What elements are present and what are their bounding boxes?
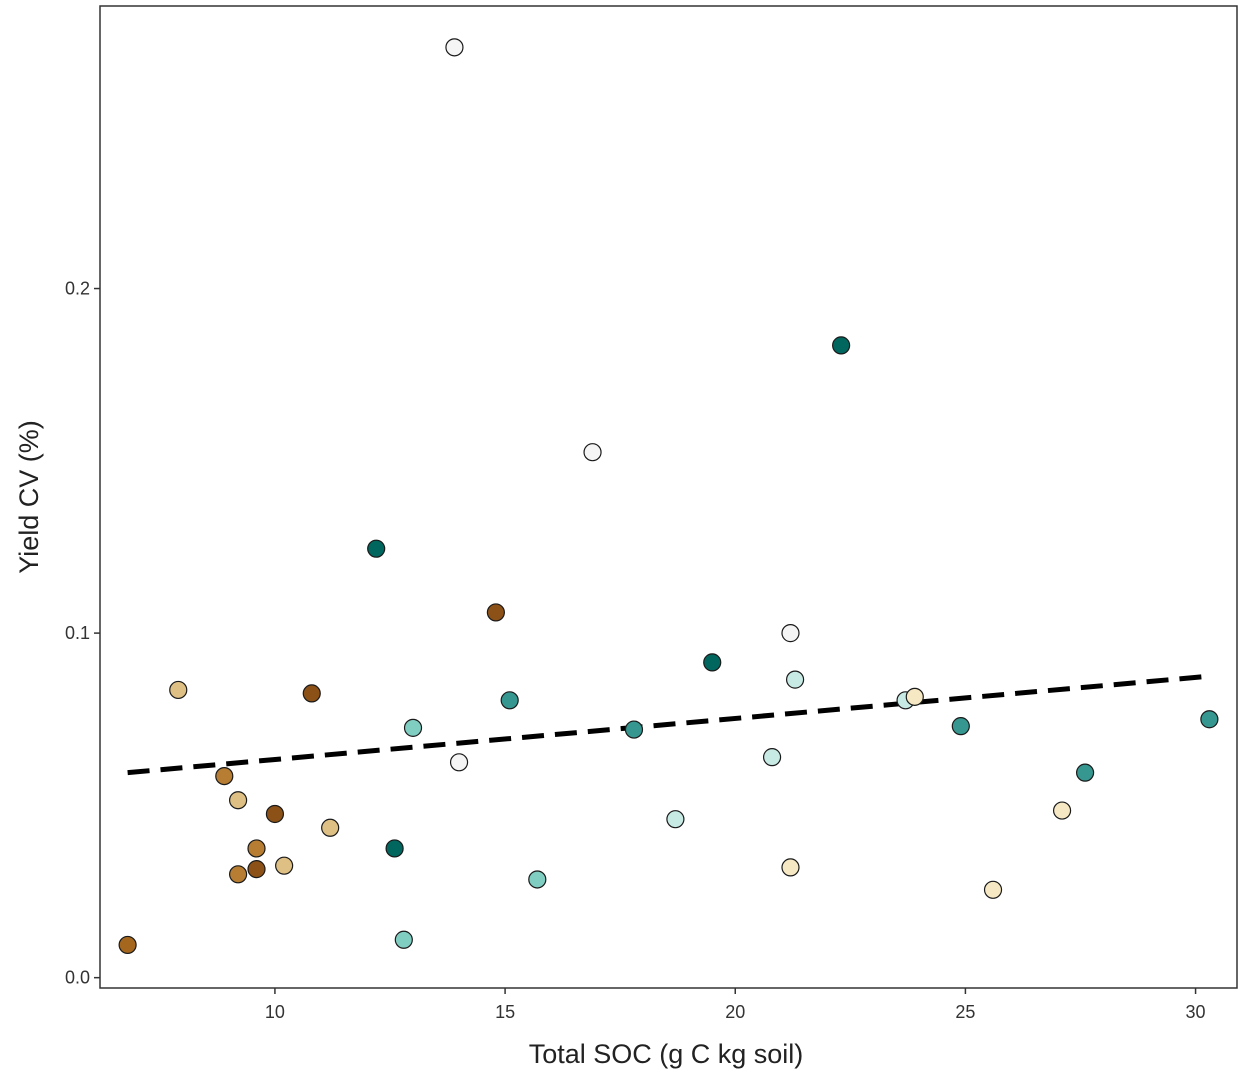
data-point [228,791,248,810]
y-axis-title: Yield CV (%) [14,420,44,574]
data-point [302,684,321,703]
data-point [394,930,413,949]
x-tick-label: 10 [265,1002,285,1022]
data-point [215,766,234,786]
data-point [385,839,404,858]
data-point [449,753,469,772]
data-point [951,717,970,736]
data-point [762,748,782,767]
y-tick-label: 0.1 [65,623,90,643]
x-tick-label: 20 [725,1002,745,1022]
data-point [228,865,248,884]
data-point [1052,801,1072,820]
data-point [1200,710,1219,729]
data-point [624,720,644,739]
data-point [247,839,266,858]
data-point [247,860,266,879]
data-point [445,38,464,57]
x-axis: 10 15 20 25 30 [265,988,1206,1022]
data-point [275,856,294,875]
data-point [118,935,137,955]
trend-line [127,673,1210,776]
plot-panel [99,5,1238,989]
x-tick-label: 30 [1186,1002,1206,1022]
x-tick-label: 25 [955,1002,975,1022]
y-tick-label: 0.2 [65,279,90,299]
data-point [905,687,924,706]
data-point [832,336,851,355]
data-point [169,680,188,700]
data-point [321,818,340,837]
data-point [703,653,722,672]
data-point [781,858,800,877]
data-point [500,691,519,710]
data-point [785,670,805,689]
data-point [528,870,547,889]
data-point [781,624,800,643]
y-axis: 0.0 0.1 0.2 [65,279,100,988]
data-point [583,443,602,462]
data-point [367,539,386,558]
x-axis-title: Total SOC (g C kg soil) [529,1039,804,1069]
data-point [486,603,505,622]
y-tick-label: 0.0 [65,968,90,988]
data-point [983,880,1003,899]
x-tick-label: 15 [495,1002,515,1022]
data-points [118,38,1219,955]
data-point [666,810,685,829]
data-point [403,718,423,737]
trend-line-group [127,673,1210,776]
data-point [1075,763,1095,782]
data-point [265,804,285,824]
